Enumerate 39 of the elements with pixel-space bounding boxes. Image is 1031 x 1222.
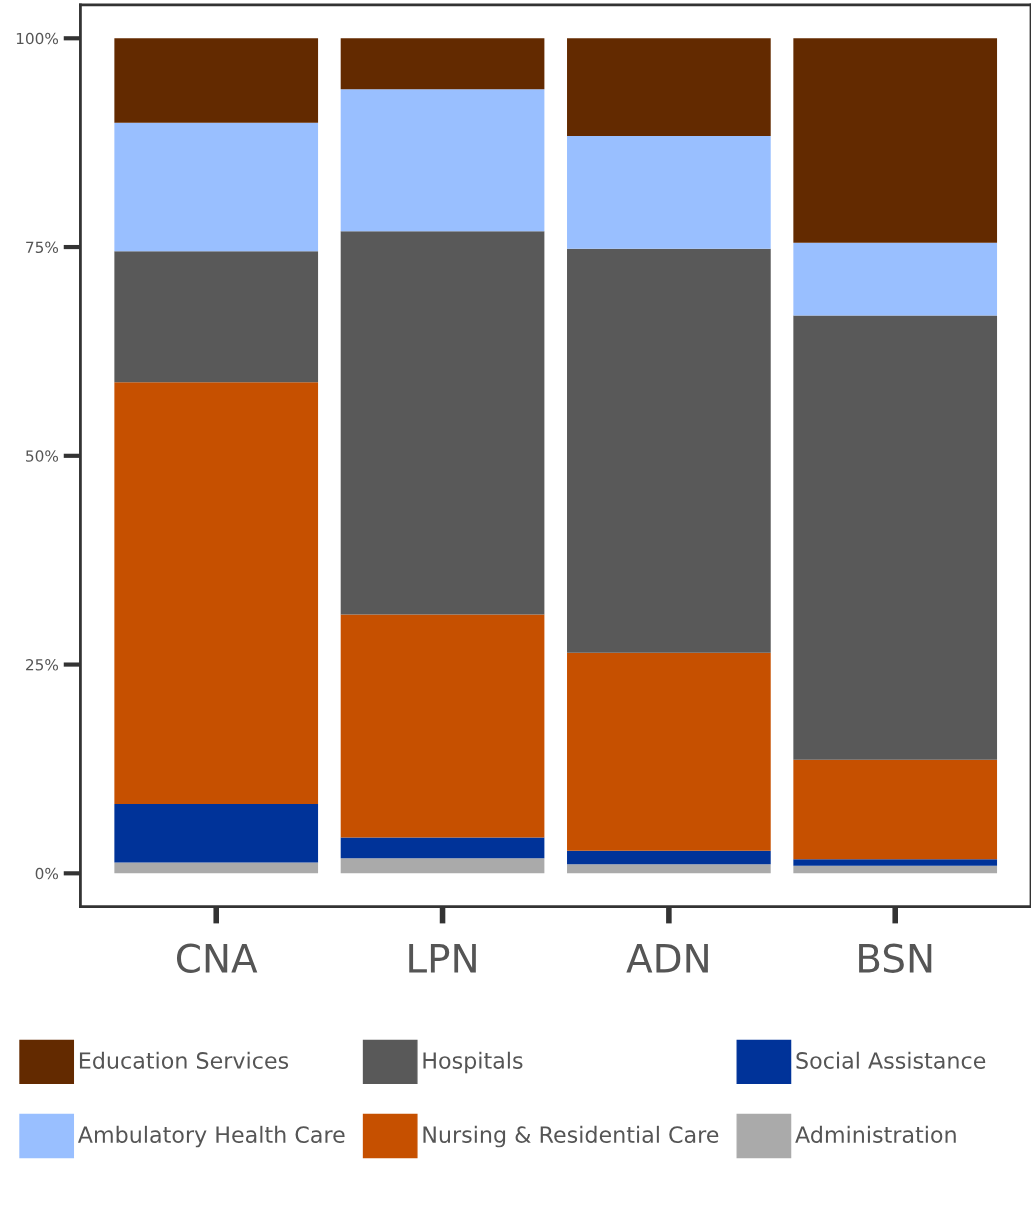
bar (567, 652, 771, 851)
bar (114, 122, 319, 252)
legend-label: Nursing & Residential Care (423, 1125, 719, 1148)
bar (793, 242, 998, 316)
bar (340, 89, 545, 232)
bar (793, 859, 998, 866)
bar (793, 865, 998, 874)
bar (114, 382, 319, 805)
bar (567, 850, 771, 865)
x-tick-label: LPN (409, 944, 476, 973)
bar (340, 38, 545, 90)
legend-label: Hospitals (423, 1051, 523, 1074)
bar (114, 804, 319, 863)
x-tick-label: CNA (176, 943, 258, 973)
legend-label: Administration (795, 1125, 956, 1144)
y-tick-label: 25% (26, 659, 59, 671)
y-tick-label: 100% (16, 32, 59, 45)
bar (114, 38, 319, 123)
bar (793, 38, 998, 243)
y-tick-label: 50% (26, 450, 59, 462)
bar (340, 231, 545, 615)
x-tick-label: ADN (626, 944, 708, 973)
bar (567, 135, 771, 249)
bar (567, 248, 771, 653)
bar (340, 614, 545, 838)
bar (114, 251, 319, 383)
y-tick-label: 75% (26, 241, 59, 254)
x-tick-label: BSN (859, 943, 932, 973)
bar (567, 864, 771, 874)
bar (793, 315, 998, 760)
bar (567, 38, 771, 136)
bar (114, 862, 319, 874)
bar (340, 858, 545, 874)
y-tick-label: 0% (35, 867, 59, 880)
bar (340, 837, 545, 859)
bar (793, 759, 998, 860)
legend-label: Education Services (79, 1051, 289, 1069)
legend-label: Ambulatory Health Care (77, 1125, 345, 1148)
legend-label: Social Assistance (796, 1051, 986, 1069)
